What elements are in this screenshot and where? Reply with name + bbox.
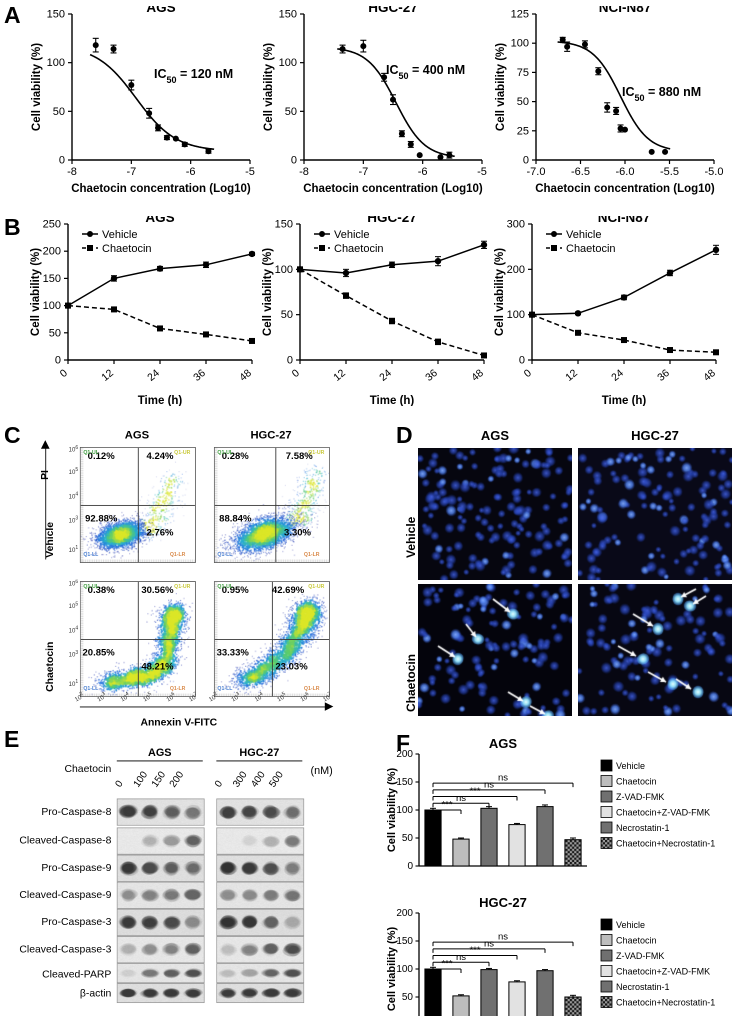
svg-text:-6: -6 bbox=[418, 166, 428, 178]
svg-text:-6: -6 bbox=[186, 166, 196, 178]
svg-text:24: 24 bbox=[377, 367, 394, 384]
svg-text:150: 150 bbox=[279, 9, 297, 21]
svg-text:Chaetocin concentration (Log10: Chaetocin concentration (Log10) bbox=[303, 183, 483, 195]
svg-text:48: 48 bbox=[469, 367, 486, 384]
svg-text:48: 48 bbox=[237, 367, 254, 384]
svg-text:Chaetocin: Chaetocin bbox=[566, 243, 616, 255]
svg-text:AGS: AGS bbox=[146, 6, 175, 15]
svg-text:150: 150 bbox=[43, 273, 61, 285]
svg-text:Time (h): Time (h) bbox=[602, 395, 647, 406]
svg-text:150: 150 bbox=[47, 9, 65, 21]
svg-text:Cell viability (%): Cell viability (%) bbox=[263, 43, 275, 131]
svg-text:Chaetocin: Chaetocin bbox=[334, 243, 384, 255]
svg-text:75: 75 bbox=[517, 67, 529, 79]
svg-text:HGC-27: HGC-27 bbox=[367, 216, 417, 225]
svg-text:100: 100 bbox=[43, 300, 61, 312]
svg-text:150: 150 bbox=[275, 219, 293, 231]
svg-text:Vehicle: Vehicle bbox=[566, 229, 601, 241]
svg-text:NCI-N87: NCI-N87 bbox=[599, 6, 652, 15]
svg-text:-8: -8 bbox=[299, 166, 309, 178]
svg-text:Cell viability (%): Cell viability (%) bbox=[30, 248, 42, 336]
svg-text:Time (h): Time (h) bbox=[138, 395, 183, 406]
svg-text:36: 36 bbox=[655, 367, 672, 384]
svg-text:50: 50 bbox=[53, 106, 65, 118]
svg-text:-6.5: -6.5 bbox=[571, 166, 590, 178]
svg-text:-7: -7 bbox=[126, 166, 136, 178]
svg-text:-5.0: -5.0 bbox=[705, 166, 724, 178]
svg-text:-5.5: -5.5 bbox=[660, 166, 679, 178]
svg-text:50: 50 bbox=[49, 327, 61, 339]
svg-text:200: 200 bbox=[43, 246, 61, 258]
svg-text:24: 24 bbox=[145, 367, 162, 384]
svg-text:100: 100 bbox=[507, 309, 525, 321]
svg-text:Cell viability (%): Cell viability (%) bbox=[494, 248, 506, 336]
svg-text:100: 100 bbox=[279, 57, 297, 69]
svg-text:0: 0 bbox=[287, 355, 293, 367]
svg-text:24: 24 bbox=[609, 367, 626, 384]
svg-text:0: 0 bbox=[523, 155, 529, 167]
svg-text:NCI-N87: NCI-N87 bbox=[598, 216, 651, 225]
svg-text:Vehicle: Vehicle bbox=[334, 229, 369, 241]
svg-text:-6.0: -6.0 bbox=[616, 166, 635, 178]
svg-text:100: 100 bbox=[511, 38, 529, 50]
svg-text:Cell viability (%): Cell viability (%) bbox=[262, 248, 274, 336]
svg-text:0: 0 bbox=[291, 155, 297, 167]
svg-text:25: 25 bbox=[517, 125, 529, 137]
svg-text:125: 125 bbox=[511, 9, 529, 21]
svg-text:12: 12 bbox=[563, 367, 580, 384]
svg-text:300: 300 bbox=[507, 219, 525, 231]
svg-text:12: 12 bbox=[331, 367, 348, 384]
svg-text:Cell viability (%): Cell viability (%) bbox=[495, 43, 507, 131]
svg-text:250: 250 bbox=[43, 219, 61, 231]
svg-text:Time (h): Time (h) bbox=[370, 395, 415, 406]
svg-text:-7: -7 bbox=[358, 166, 368, 178]
svg-text:100: 100 bbox=[47, 57, 65, 69]
svg-text:Chaetocin: Chaetocin bbox=[102, 243, 152, 255]
svg-text:HGC-27: HGC-27 bbox=[368, 6, 418, 15]
svg-text:IC50 = 880 nM: IC50 = 880 nM bbox=[622, 85, 701, 103]
svg-text:Vehicle: Vehicle bbox=[102, 229, 137, 241]
svg-text:IC50 = 400 nM: IC50 = 400 nM bbox=[386, 63, 465, 81]
svg-text:-8: -8 bbox=[67, 166, 77, 178]
svg-text:0: 0 bbox=[290, 367, 302, 380]
svg-text:200: 200 bbox=[507, 264, 525, 276]
svg-text:50: 50 bbox=[517, 96, 529, 108]
svg-text:IC50 = 120 nM: IC50 = 120 nM bbox=[154, 67, 233, 85]
svg-text:0: 0 bbox=[522, 367, 534, 380]
svg-text:Cell viability (%): Cell viability (%) bbox=[31, 43, 43, 131]
svg-text:Chaetocin concentration (Log10: Chaetocin concentration (Log10) bbox=[71, 183, 251, 195]
svg-text:-5: -5 bbox=[245, 166, 255, 178]
svg-text:-7.0: -7.0 bbox=[527, 166, 546, 178]
svg-text:50: 50 bbox=[285, 106, 297, 118]
svg-text:100: 100 bbox=[275, 264, 293, 276]
svg-text:12: 12 bbox=[99, 367, 116, 384]
svg-text:0: 0 bbox=[59, 155, 65, 167]
svg-text:AGS: AGS bbox=[145, 216, 174, 225]
svg-text:36: 36 bbox=[423, 367, 440, 384]
svg-text:48: 48 bbox=[701, 367, 718, 384]
svg-text:0: 0 bbox=[519, 355, 525, 367]
svg-text:0: 0 bbox=[55, 355, 61, 367]
svg-text:36: 36 bbox=[191, 367, 208, 384]
svg-text:Chaetocin concentration (Log10: Chaetocin concentration (Log10) bbox=[535, 183, 715, 195]
svg-text:50: 50 bbox=[281, 309, 293, 321]
svg-text:-5: -5 bbox=[477, 166, 487, 178]
svg-text:0: 0 bbox=[58, 367, 70, 380]
